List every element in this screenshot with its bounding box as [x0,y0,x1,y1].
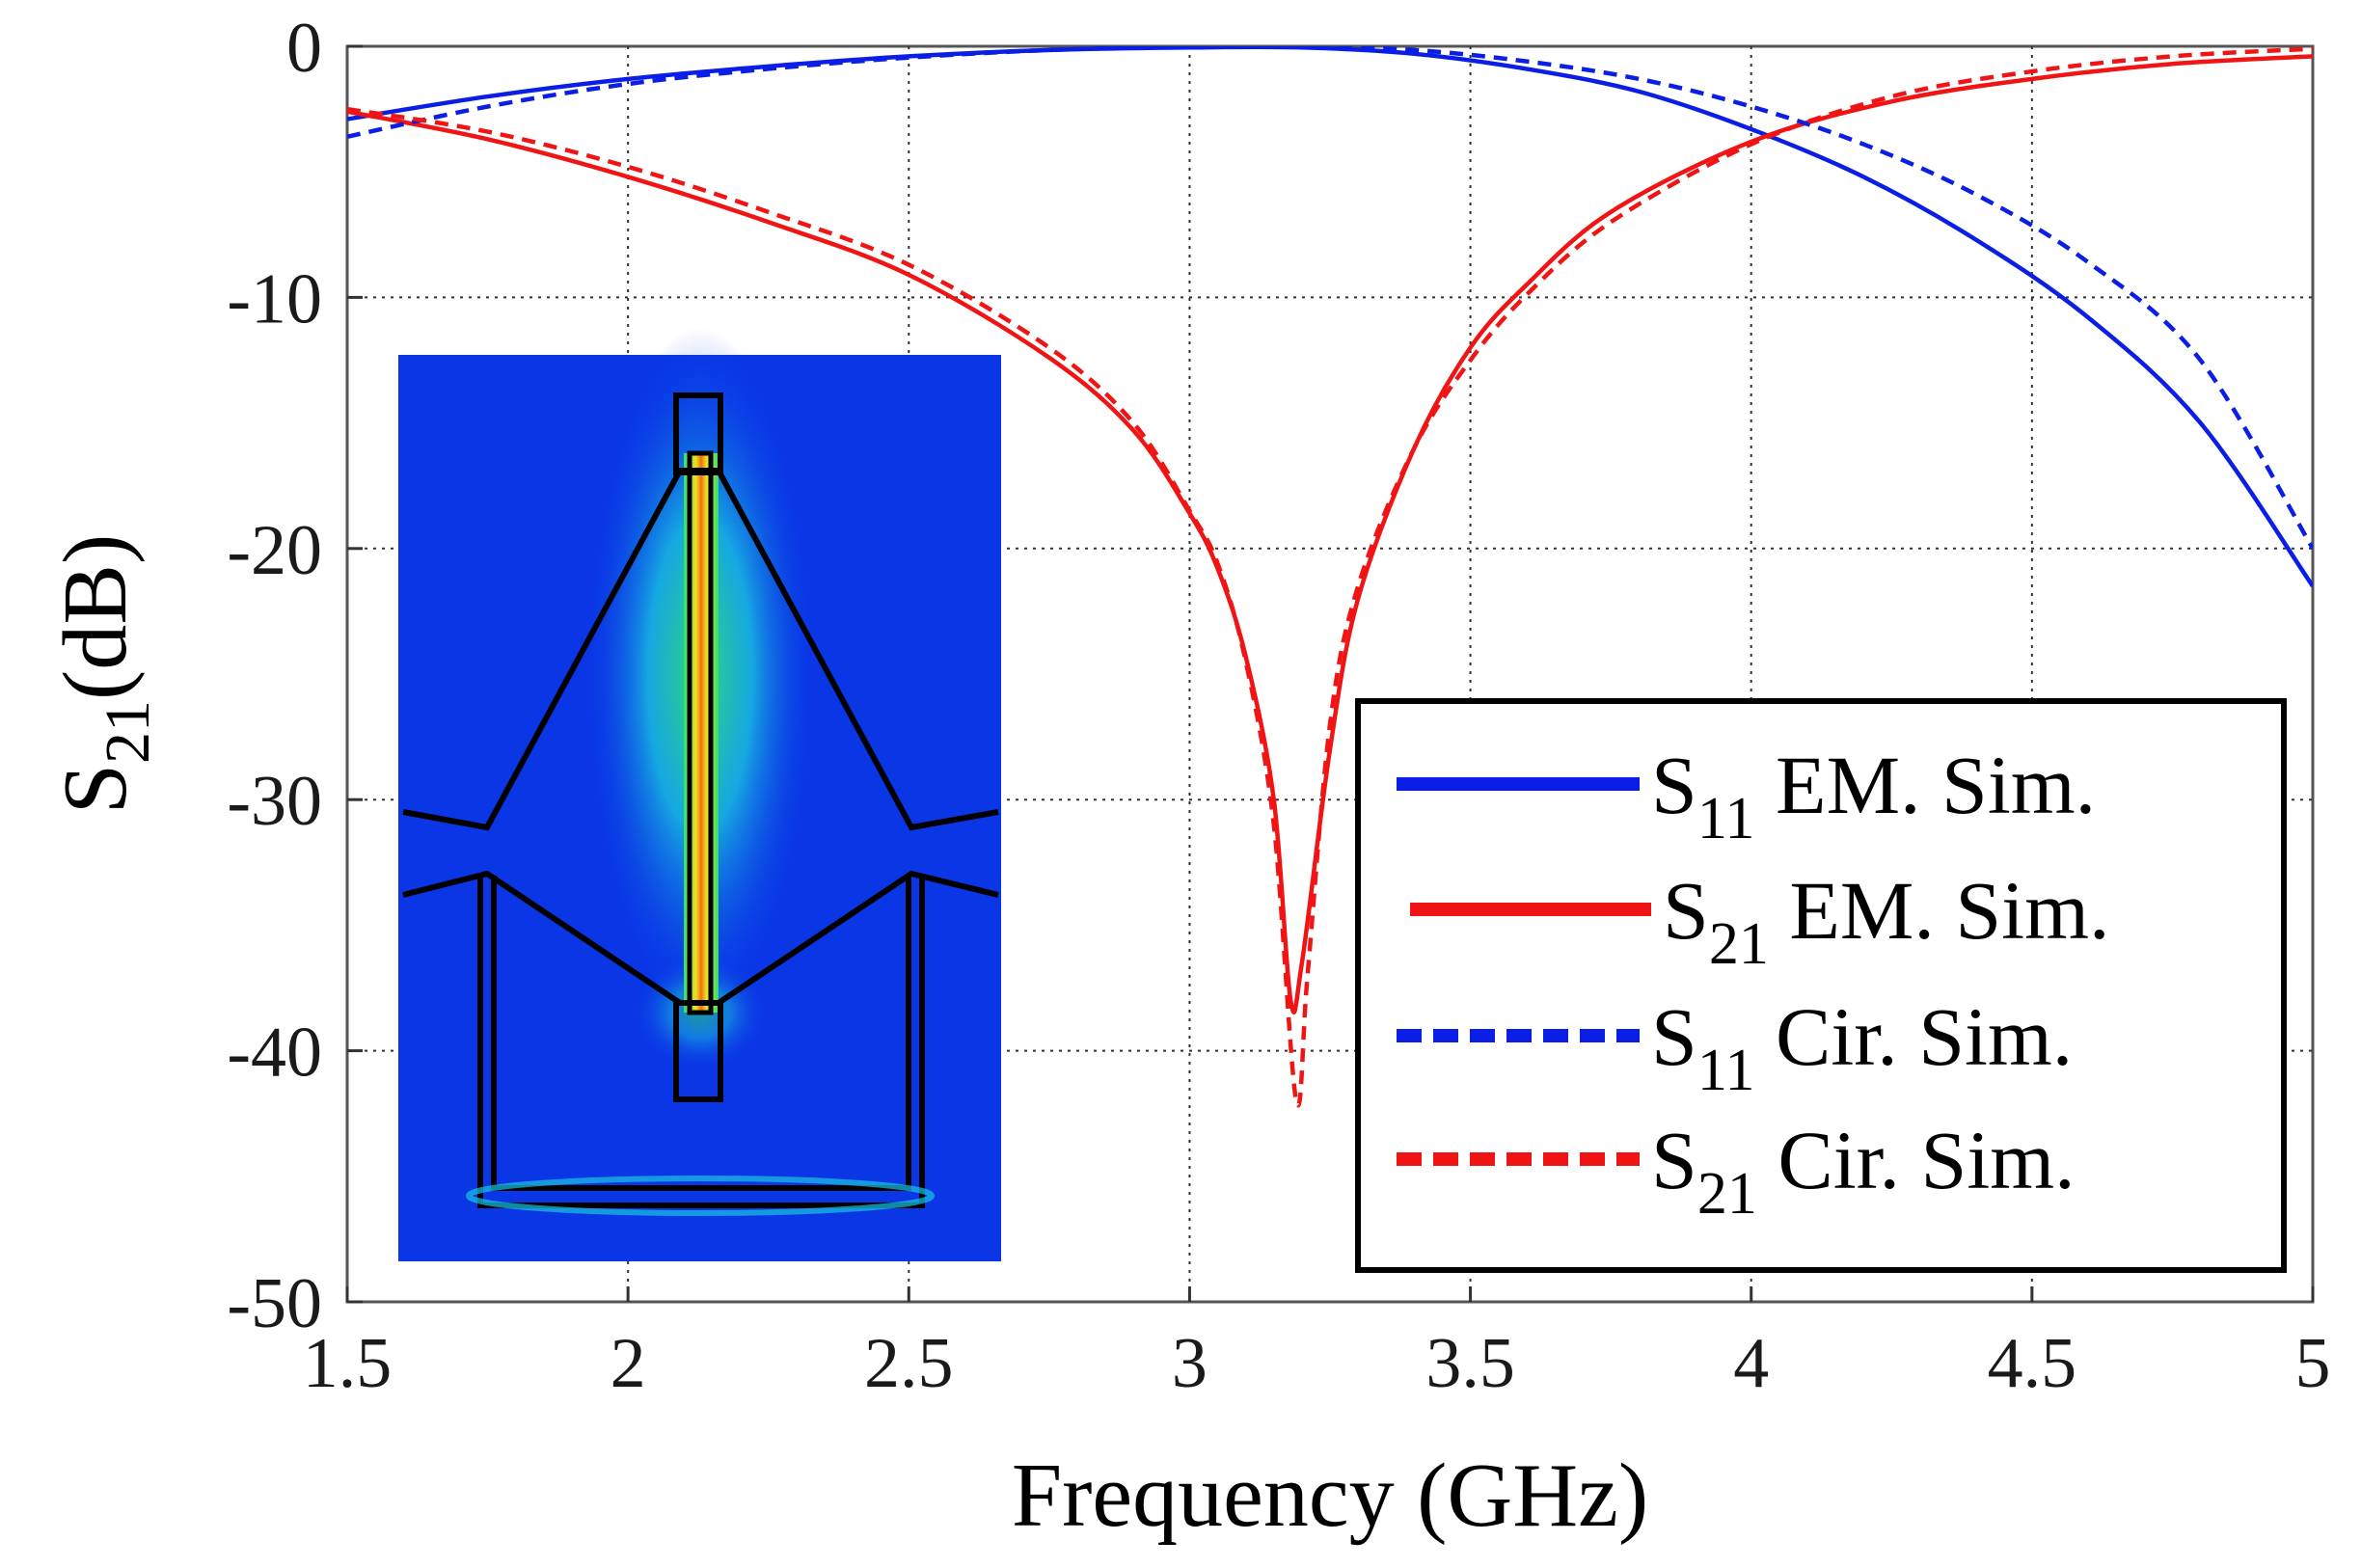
y-tick-label: -50 [227,1264,322,1343]
legend: S11 EM. Sim. S21 EM. Sim. S11 Cir. Sim.S21… [1355,698,2287,1273]
series-line-s21-cir-sim [347,46,2313,1108]
inset-u-inner [491,876,911,1191]
y-tick-label: -10 [227,259,322,338]
inset-field-plot [398,328,1001,1261]
y-tick-label: -40 [227,1014,322,1093]
legend-label-s21-cir-sim: S21 Cir. Sim. [1651,1114,2076,1227]
y-tick-label: -20 [227,511,322,590]
legend-label-s11-em-sim: S11 EM. Sim. [1651,739,2096,852]
inset-upper-arms [402,468,999,831]
x-tick-label: 3 [1172,1324,1208,1403]
x-tick-label: 2 [611,1324,646,1403]
series-line-s11-cir-sim [347,46,2313,550]
inset-u-outer [477,876,925,1208]
inset-lower-arms [402,870,999,1006]
x-tick-label: 1.5 [303,1324,393,1403]
legend-box [1355,698,2287,1273]
series-line-s11-em-sim [347,46,2313,588]
x-axis-title: Frequency (GHz) [1012,1446,1648,1546]
y-tick-label: 0 [286,9,322,88]
inset-u-glow [466,1176,935,1216]
series-layer [347,46,2313,1108]
legend-label-s21-em-sim: S21 EM. Sim. [1663,864,2109,977]
y-axis-tick-labels: 0 -10 -20 -30 -40 -50 [227,9,363,1343]
x-tick-label: 4 [1733,1324,1769,1403]
y-axis-title: S21(dB) [45,534,163,815]
x-tick-label: 4.5 [1988,1324,2077,1403]
x-tick-label: 2.5 [864,1324,954,1403]
y-tick-label: -30 [227,762,322,841]
legend-label-s11-cir-sim: S11 Cir. Sim. [1651,990,2073,1103]
x-tick-label: 3.5 [1425,1324,1515,1403]
inset-center-line [687,450,714,1015]
x-axis-tick-labels: 1.5 2 2.5 3 3.5 4 4.5 5 [303,1286,2331,1403]
x-tick-label: 5 [2295,1324,2331,1403]
